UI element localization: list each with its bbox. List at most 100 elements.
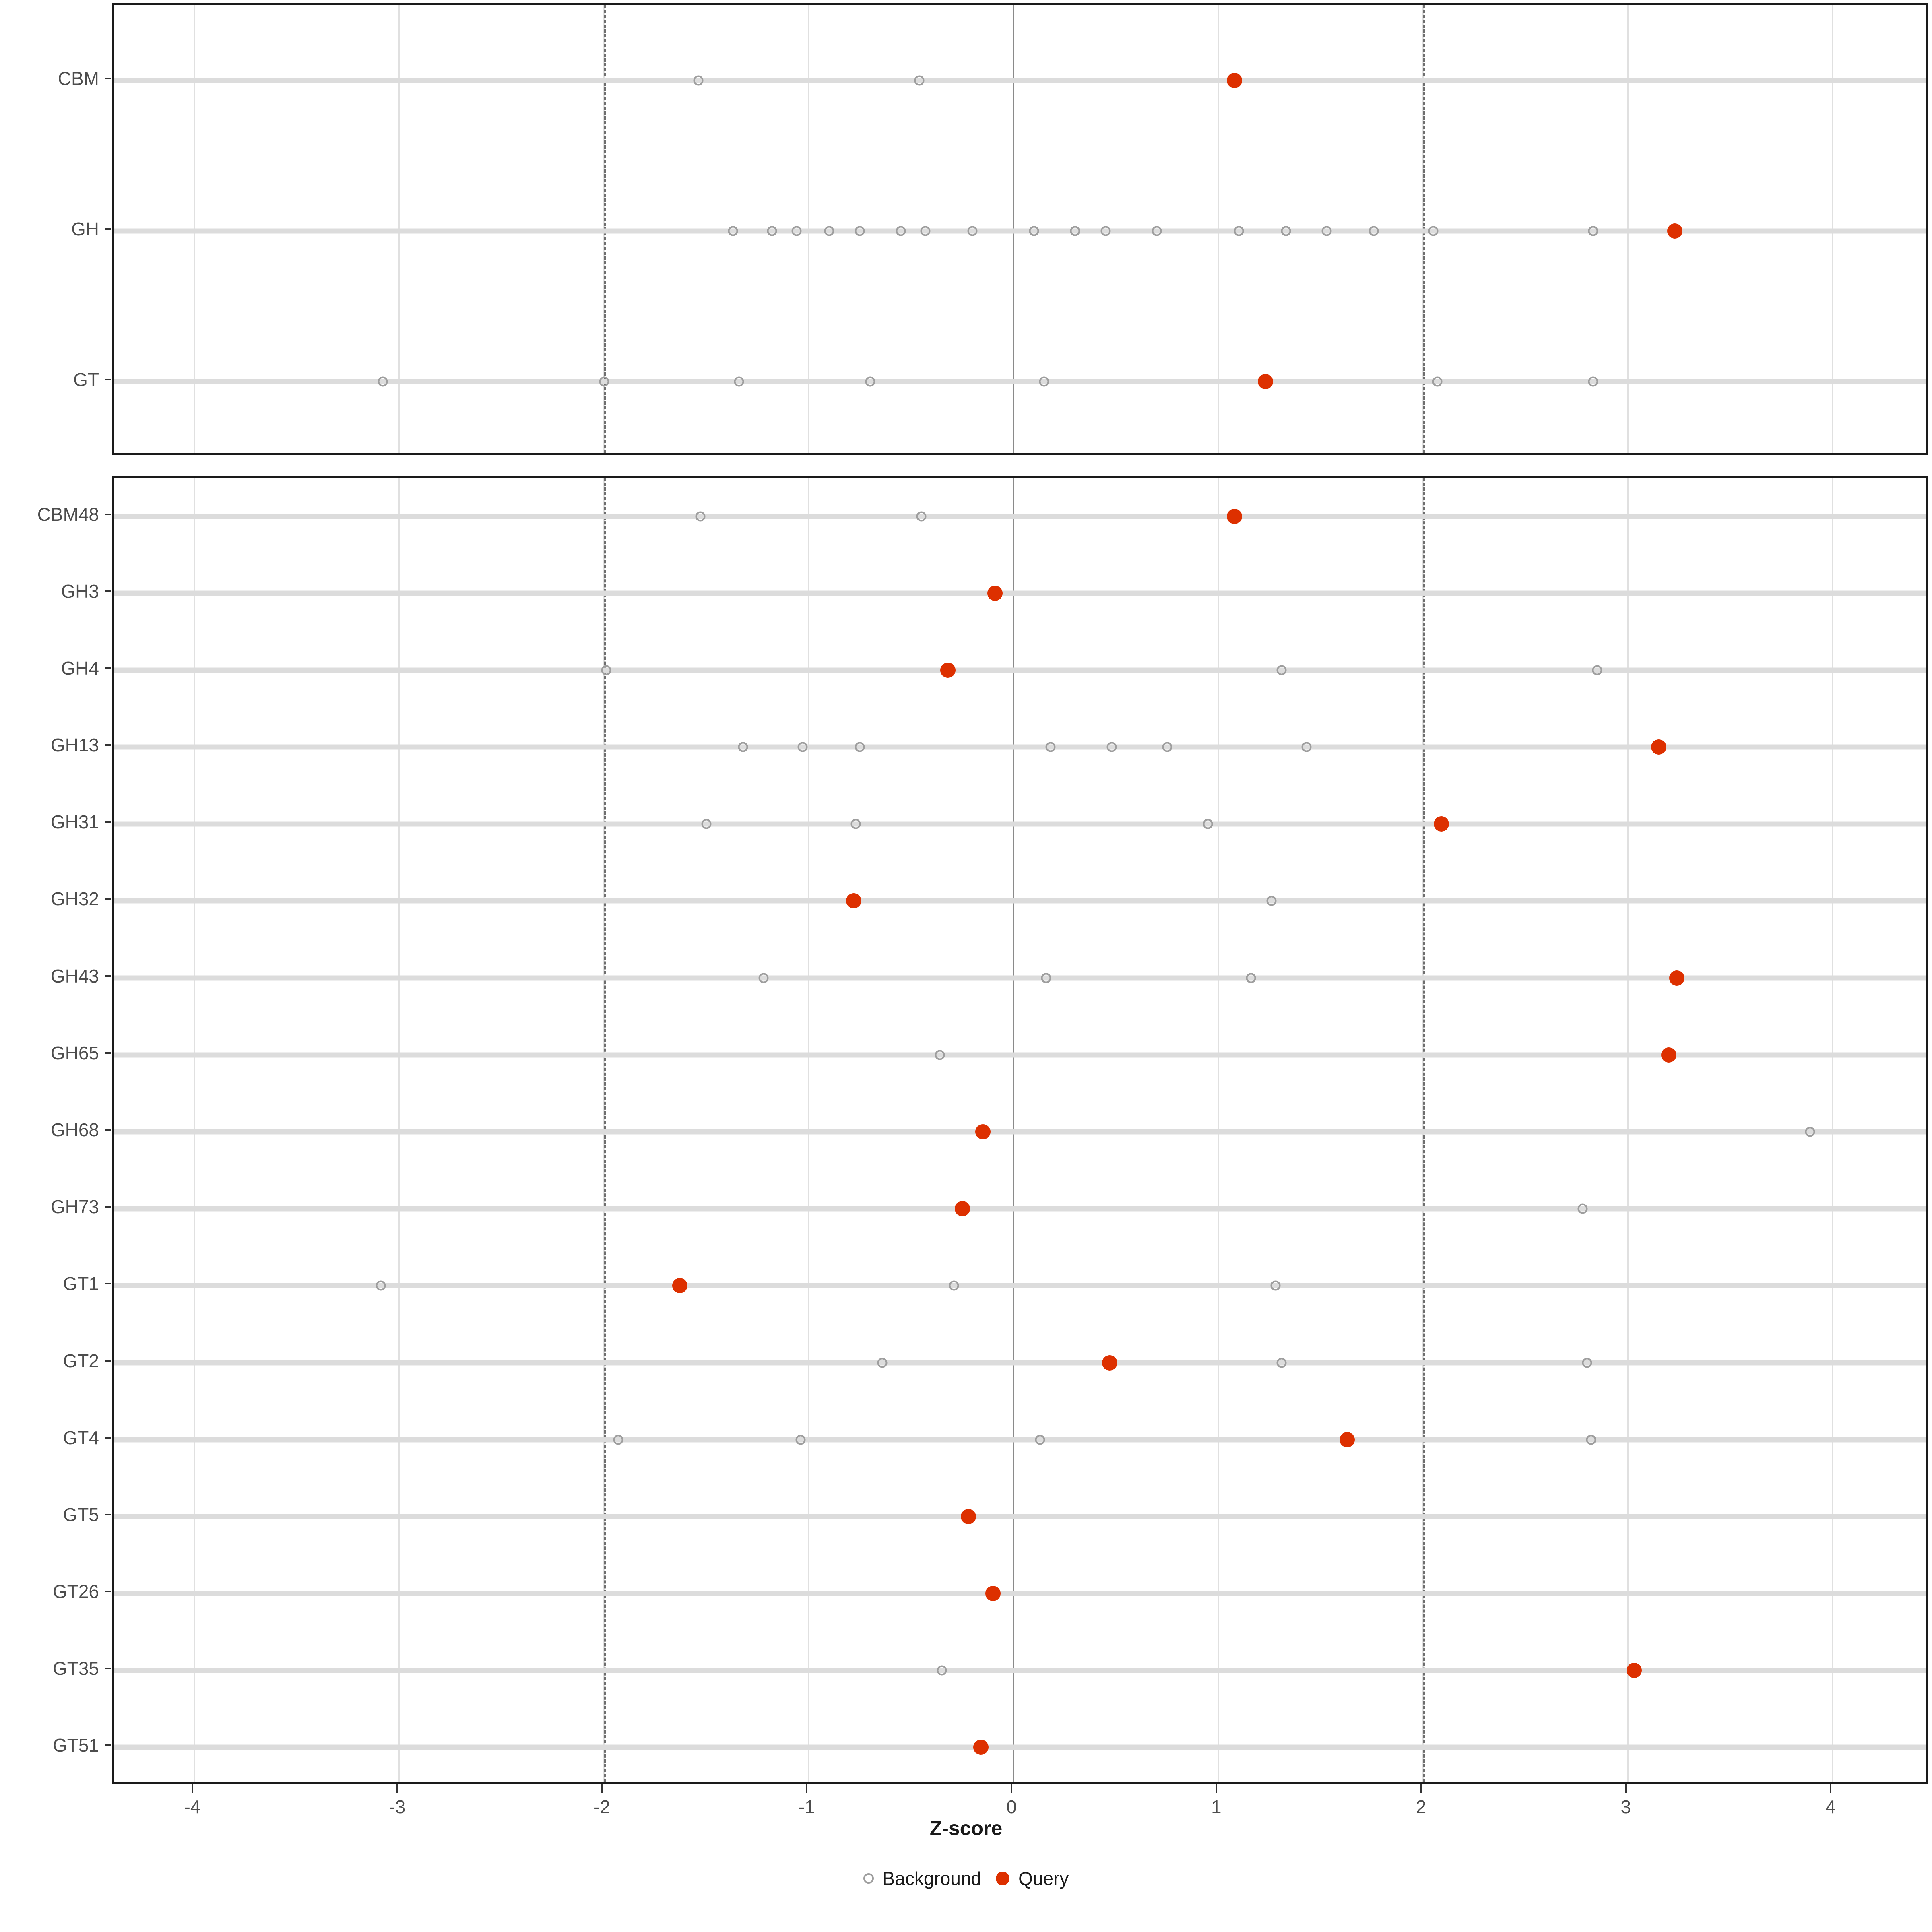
data-point-background[interactable] xyxy=(1588,376,1598,387)
data-point-background[interactable] xyxy=(1577,1203,1588,1214)
data-point-background[interactable] xyxy=(916,511,927,522)
data-point-background[interactable] xyxy=(855,742,865,752)
data-point-background[interactable] xyxy=(1162,742,1172,752)
data-point-background[interactable] xyxy=(1281,226,1291,236)
y-axis-label-gt35: GT35 xyxy=(52,1658,99,1679)
y-axis-label-gt4: GT4 xyxy=(63,1427,99,1448)
data-point-background[interactable] xyxy=(758,973,769,983)
data-point-background[interactable] xyxy=(1266,896,1277,906)
data-point-query[interactable] xyxy=(1669,970,1685,986)
data-point-background[interactable] xyxy=(1276,1358,1287,1368)
data-point-background[interactable] xyxy=(1039,376,1049,387)
data-point-query[interactable] xyxy=(1102,1355,1118,1371)
data-point-query[interactable] xyxy=(1626,1663,1642,1678)
data-point-query[interactable] xyxy=(1340,1432,1355,1447)
data-point-query[interactable] xyxy=(954,1201,970,1217)
data-point-background[interactable] xyxy=(1588,226,1598,236)
data-point-background[interactable] xyxy=(734,376,744,387)
legend-item-background[interactable]: Background xyxy=(863,1868,982,1889)
data-point-query[interactable] xyxy=(1434,816,1449,832)
data-point-background[interactable] xyxy=(1301,742,1311,752)
data-point-background[interactable] xyxy=(791,226,802,236)
x-axis-tick xyxy=(396,1784,398,1793)
data-point-background[interactable] xyxy=(1592,665,1602,675)
data-point-background[interactable] xyxy=(613,1435,623,1445)
data-point-background[interactable] xyxy=(1428,226,1439,236)
data-point-background[interactable] xyxy=(967,226,978,236)
data-point-background[interactable] xyxy=(1035,1435,1045,1445)
data-point-background[interactable] xyxy=(1582,1358,1592,1368)
data-point-background[interactable] xyxy=(376,1280,386,1291)
data-point-background[interactable] xyxy=(695,511,706,522)
data-point-query[interactable] xyxy=(1227,508,1243,524)
data-point-background[interactable] xyxy=(1045,742,1056,752)
y-axis-tick xyxy=(105,78,111,79)
data-point-background[interactable] xyxy=(1203,819,1213,829)
data-point-background[interactable] xyxy=(1805,1127,1815,1137)
data-point-background[interactable] xyxy=(728,226,738,236)
y-axis-label-gh3: GH3 xyxy=(61,580,99,602)
data-point-background[interactable] xyxy=(824,226,834,236)
data-point-background[interactable] xyxy=(767,226,777,236)
gridline-horizontal xyxy=(114,590,1926,596)
y-axis-label-cbm: CBM xyxy=(58,68,99,89)
data-point-background[interactable] xyxy=(920,226,931,236)
data-point-background[interactable] xyxy=(1276,665,1287,675)
data-point-background[interactable] xyxy=(865,376,875,387)
data-point-query[interactable] xyxy=(1227,73,1243,88)
data-point-background[interactable] xyxy=(1234,226,1244,236)
data-point-background[interactable] xyxy=(601,665,611,675)
x-axis-tick-label: 4 xyxy=(1825,1796,1836,1817)
y-axis-label-gt: GT xyxy=(73,369,99,390)
data-point-query[interactable] xyxy=(975,1124,991,1139)
data-point-background[interactable] xyxy=(378,376,388,387)
data-point-query[interactable] xyxy=(1651,739,1666,755)
data-point-query[interactable] xyxy=(961,1509,976,1524)
data-point-query[interactable] xyxy=(985,1586,1001,1602)
data-point-background[interactable] xyxy=(850,819,861,829)
data-point-background[interactable] xyxy=(1152,226,1162,236)
data-point-query[interactable] xyxy=(1661,1047,1676,1063)
data-point-query[interactable] xyxy=(1667,223,1683,239)
legend-label-background: Background xyxy=(882,1868,982,1889)
data-point-background[interactable] xyxy=(738,742,748,752)
data-point-background[interactable] xyxy=(855,226,865,236)
data-point-background[interactable] xyxy=(1586,1435,1596,1445)
x-axis-tick-label: 1 xyxy=(1211,1796,1222,1817)
gridline-horizontal xyxy=(114,1668,1926,1673)
data-point-query[interactable] xyxy=(846,893,862,909)
data-point-background[interactable] xyxy=(795,1435,806,1445)
data-point-background[interactable] xyxy=(1070,226,1080,236)
plot-area-class-level xyxy=(114,5,1926,453)
data-point-background[interactable] xyxy=(1321,226,1332,236)
data-point-background[interactable] xyxy=(896,226,906,236)
data-point-background[interactable] xyxy=(1246,973,1256,983)
data-point-background[interactable] xyxy=(935,1050,945,1060)
gridline-horizontal xyxy=(114,667,1926,673)
data-point-background[interactable] xyxy=(914,75,925,86)
data-point-query[interactable] xyxy=(987,585,1003,601)
legend-item-query[interactable]: Query xyxy=(996,1868,1069,1889)
data-point-background[interactable] xyxy=(1029,226,1039,236)
data-point-background[interactable] xyxy=(1100,226,1111,236)
data-point-query[interactable] xyxy=(973,1740,989,1755)
data-point-background[interactable] xyxy=(1432,376,1443,387)
filled-circle-icon xyxy=(996,1872,1010,1885)
data-point-background[interactable] xyxy=(1041,973,1051,983)
data-point-background[interactable] xyxy=(701,819,712,829)
data-point-background[interactable] xyxy=(949,1280,959,1291)
data-point-query[interactable] xyxy=(940,662,956,678)
x-axis-tick xyxy=(1625,1784,1627,1793)
data-point-background[interactable] xyxy=(937,1665,947,1676)
y-axis-label-gh31: GH31 xyxy=(50,811,99,833)
data-point-background[interactable] xyxy=(797,742,808,752)
data-point-background[interactable] xyxy=(1106,742,1117,752)
data-point-background[interactable] xyxy=(693,75,704,86)
data-point-query[interactable] xyxy=(672,1278,687,1294)
y-axis-label-gh13: GH13 xyxy=(50,735,99,756)
data-point-background[interactable] xyxy=(877,1358,888,1368)
data-point-query[interactable] xyxy=(1257,374,1273,389)
data-point-background[interactable] xyxy=(1270,1280,1281,1291)
data-point-background[interactable] xyxy=(599,376,609,387)
data-point-background[interactable] xyxy=(1368,226,1379,236)
